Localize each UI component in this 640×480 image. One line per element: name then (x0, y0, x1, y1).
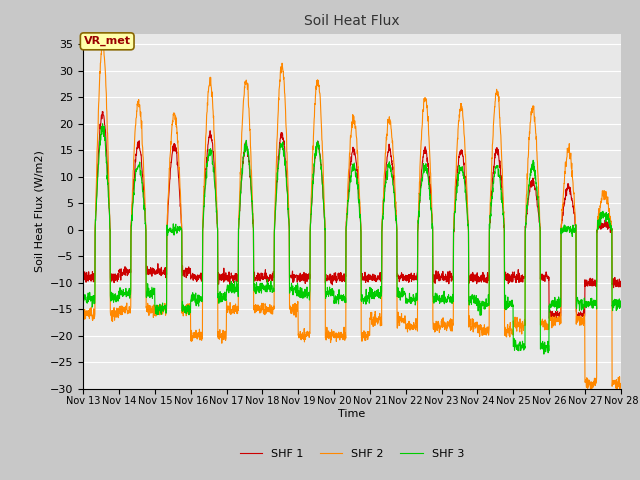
SHF 2 (570, 187, 577, 192)
Y-axis label: Soil Heat Flux (W/m2): Soil Heat Flux (W/m2) (35, 150, 44, 272)
SHF 3 (367, 289, 375, 295)
SHF 2 (367, 315, 375, 321)
SHF 2 (616, 387, 623, 393)
SHF 3 (584, 304, 592, 310)
SHF 1 (367, 273, 375, 279)
SHF 2 (617, 381, 625, 386)
SHF 3 (570, 225, 577, 230)
SHF 1 (584, 279, 592, 285)
SHF 3 (229, 282, 237, 288)
SHF 3 (99, 121, 106, 127)
Line: SHF 3: SHF 3 (83, 124, 621, 354)
SHF 1 (79, 271, 87, 277)
SHF 2 (584, 377, 592, 383)
Line: SHF 1: SHF 1 (83, 111, 621, 321)
SHF 1 (551, 318, 559, 324)
SHF 1 (229, 276, 237, 282)
Title: Soil Heat Flux: Soil Heat Flux (304, 14, 400, 28)
SHF 3 (380, 211, 387, 216)
SHF 1 (99, 108, 106, 114)
SHF 1 (570, 207, 577, 213)
SHF 2 (99, 35, 107, 41)
SHF 3 (508, 297, 516, 303)
Line: SHF 2: SHF 2 (83, 38, 621, 390)
SHF 1 (617, 279, 625, 285)
SHF 3 (79, 302, 87, 308)
SHF 1 (380, 204, 387, 210)
SHF 2 (79, 312, 87, 318)
SHF 2 (380, 200, 387, 206)
SHF 2 (508, 331, 516, 337)
SHF 3 (540, 351, 548, 357)
Legend: SHF 1, SHF 2, SHF 3: SHF 1, SHF 2, SHF 3 (236, 444, 468, 463)
SHF 3 (617, 298, 625, 304)
X-axis label: Time: Time (339, 409, 365, 419)
SHF 1 (508, 279, 516, 285)
Text: VR_met: VR_met (84, 36, 131, 47)
SHF 2 (229, 303, 237, 309)
